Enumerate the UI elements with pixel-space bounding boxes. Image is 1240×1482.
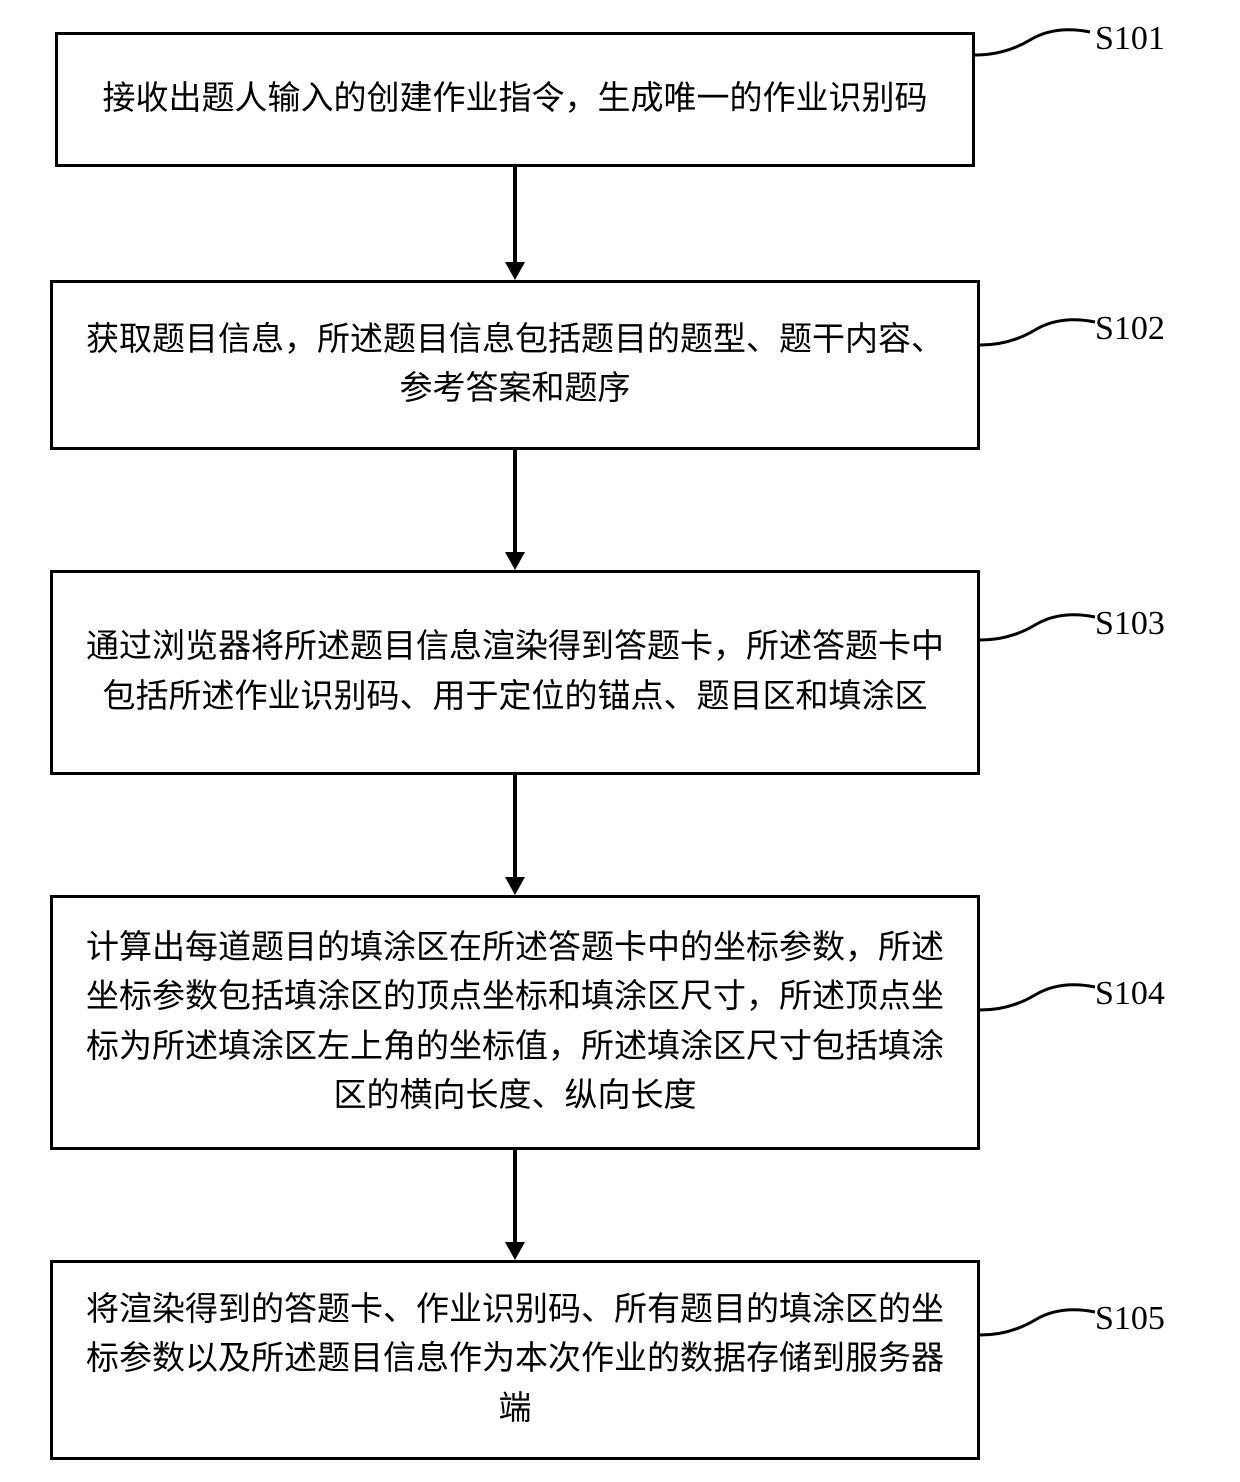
step-box-s102: 获取题目信息，所述题目信息包括题目的题型、题干内容、参考答案和题序 [50,280,980,450]
step-text-s101: 接收出题人输入的创建作业指令，生成唯一的作业识别码 [103,75,928,125]
step-label-s105: S105 [1095,1300,1165,1338]
step-text-s103: 通过浏览器将所述题目信息渲染得到答题卡，所述答题卡中包括所述作业识别码、用于定位… [83,623,947,722]
arrow-head-3 [505,877,525,895]
arrow-line-3 [513,775,517,877]
arrow-line-2 [513,450,517,552]
step-text-s102: 获取题目信息，所述题目信息包括题目的题型、题干内容、参考答案和题序 [83,316,947,415]
arrow-head-4 [505,1242,525,1260]
arrow-line-1 [513,167,517,262]
arrow-line-4 [513,1150,517,1242]
step-label-s102: S102 [1095,310,1165,348]
connector-s103 [980,605,1100,665]
step-box-s105: 将渲染得到的答题卡、作业识别码、所有题目的填涂区的坐标参数以及所述题目信息作为本… [50,1260,980,1460]
step-text-s104: 计算出每道题目的填涂区在所述答题卡中的坐标参数，所述坐标参数包括填涂区的顶点坐标… [83,924,947,1122]
arrow-head-2 [505,552,525,570]
connector-s102 [980,310,1100,370]
step-box-s101: 接收出题人输入的创建作业指令，生成唯一的作业识别码 [55,32,975,167]
step-text-s105: 将渲染得到的答题卡、作业识别码、所有题目的填涂区的坐标参数以及所述题目信息作为本… [83,1286,947,1435]
connector-s105 [980,1300,1100,1360]
step-box-s104: 计算出每道题目的填涂区在所述答题卡中的坐标参数，所述坐标参数包括填涂区的顶点坐标… [50,895,980,1150]
step-label-s101: S101 [1095,20,1165,58]
connector-s101 [975,20,1095,80]
step-label-s104: S104 [1095,975,1165,1013]
connector-s104 [980,975,1100,1035]
step-box-s103: 通过浏览器将所述题目信息渲染得到答题卡，所述答题卡中包括所述作业识别码、用于定位… [50,570,980,775]
arrow-head-1 [505,262,525,280]
step-label-s103: S103 [1095,605,1165,643]
flowchart-container: 接收出题人输入的创建作业指令，生成唯一的作业识别码 S101 获取题目信息，所述… [0,0,1240,1482]
